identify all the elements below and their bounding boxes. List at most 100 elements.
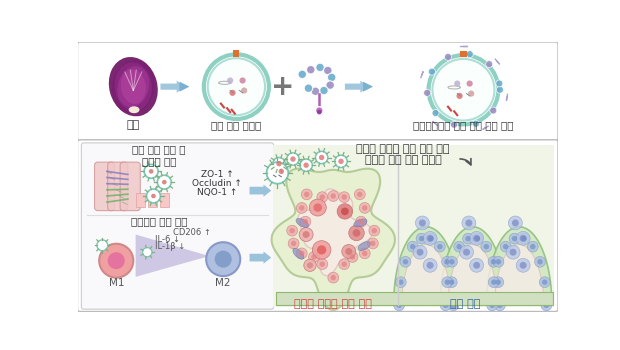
Text: IL-1β ↓: IL-1β ↓ xyxy=(155,241,185,251)
Polygon shape xyxy=(394,227,459,304)
Circle shape xyxy=(489,303,495,308)
Circle shape xyxy=(440,300,451,311)
Circle shape xyxy=(449,279,454,285)
Circle shape xyxy=(437,244,443,249)
Circle shape xyxy=(317,245,326,254)
Circle shape xyxy=(445,259,449,265)
Circle shape xyxy=(339,259,350,270)
Circle shape xyxy=(454,80,460,87)
Circle shape xyxy=(273,158,285,170)
Circle shape xyxy=(441,257,453,267)
Circle shape xyxy=(319,155,324,160)
Circle shape xyxy=(328,272,339,283)
Circle shape xyxy=(466,219,472,226)
Circle shape xyxy=(350,254,355,260)
Circle shape xyxy=(319,195,325,200)
Circle shape xyxy=(508,216,522,230)
Circle shape xyxy=(341,208,348,215)
Polygon shape xyxy=(402,245,451,308)
Circle shape xyxy=(446,277,457,288)
Circle shape xyxy=(299,251,304,256)
Circle shape xyxy=(149,169,153,174)
Polygon shape xyxy=(495,245,544,308)
Circle shape xyxy=(317,110,322,114)
Ellipse shape xyxy=(121,69,146,104)
Circle shape xyxy=(330,193,336,199)
FancyBboxPatch shape xyxy=(108,162,128,211)
Circle shape xyxy=(450,259,454,265)
Text: M1: M1 xyxy=(108,278,124,288)
Circle shape xyxy=(303,219,308,224)
Circle shape xyxy=(296,203,307,213)
Circle shape xyxy=(304,84,312,92)
Circle shape xyxy=(503,244,508,249)
Circle shape xyxy=(448,300,459,311)
Polygon shape xyxy=(487,227,552,304)
Circle shape xyxy=(538,259,542,265)
Circle shape xyxy=(357,192,363,197)
Circle shape xyxy=(451,303,456,308)
Circle shape xyxy=(419,236,424,241)
Circle shape xyxy=(320,86,328,95)
Text: M2: M2 xyxy=(216,278,231,288)
Circle shape xyxy=(473,262,480,269)
Circle shape xyxy=(394,300,404,311)
Circle shape xyxy=(466,236,471,241)
Circle shape xyxy=(413,245,427,259)
Circle shape xyxy=(342,245,356,258)
Circle shape xyxy=(360,248,370,259)
Circle shape xyxy=(428,236,433,241)
Circle shape xyxy=(495,300,505,311)
Circle shape xyxy=(144,164,158,178)
Circle shape xyxy=(473,235,480,242)
Circle shape xyxy=(300,216,311,227)
Circle shape xyxy=(304,259,316,272)
Circle shape xyxy=(215,251,232,268)
Circle shape xyxy=(506,245,520,259)
Ellipse shape xyxy=(112,60,155,113)
Circle shape xyxy=(495,279,501,285)
Circle shape xyxy=(360,203,370,213)
Circle shape xyxy=(339,192,350,203)
Circle shape xyxy=(348,225,365,241)
Circle shape xyxy=(362,251,368,256)
Circle shape xyxy=(143,247,152,257)
Circle shape xyxy=(278,169,284,174)
Text: IL-6 ↓: IL-6 ↓ xyxy=(155,234,180,244)
Circle shape xyxy=(510,249,516,256)
Ellipse shape xyxy=(358,241,371,251)
Circle shape xyxy=(407,241,418,252)
Bar xyxy=(136,193,145,207)
Circle shape xyxy=(396,277,406,288)
Text: 세포 증식 촉진 및
항산화 효과: 세포 증식 촉진 및 항산화 효과 xyxy=(132,145,185,166)
Circle shape xyxy=(419,219,426,226)
Circle shape xyxy=(410,244,415,249)
Circle shape xyxy=(309,199,326,216)
Circle shape xyxy=(423,231,437,245)
Circle shape xyxy=(316,63,324,72)
Circle shape xyxy=(497,86,503,93)
Ellipse shape xyxy=(293,248,304,259)
Circle shape xyxy=(451,121,458,128)
Circle shape xyxy=(162,180,167,184)
Circle shape xyxy=(427,262,433,269)
Circle shape xyxy=(316,151,328,164)
Text: +: + xyxy=(271,73,294,101)
Circle shape xyxy=(521,236,526,241)
Circle shape xyxy=(316,107,323,114)
Circle shape xyxy=(423,90,431,96)
Circle shape xyxy=(337,204,353,219)
Circle shape xyxy=(463,249,470,256)
Bar xyxy=(460,51,467,57)
FancyBboxPatch shape xyxy=(94,162,115,211)
Circle shape xyxy=(328,191,339,201)
Circle shape xyxy=(518,233,529,244)
FancyArrow shape xyxy=(161,80,185,93)
FancyBboxPatch shape xyxy=(78,42,558,141)
Polygon shape xyxy=(136,234,210,277)
Circle shape xyxy=(317,259,328,270)
Circle shape xyxy=(509,233,520,244)
Circle shape xyxy=(496,259,501,265)
Circle shape xyxy=(326,81,334,89)
Bar xyxy=(233,50,239,57)
